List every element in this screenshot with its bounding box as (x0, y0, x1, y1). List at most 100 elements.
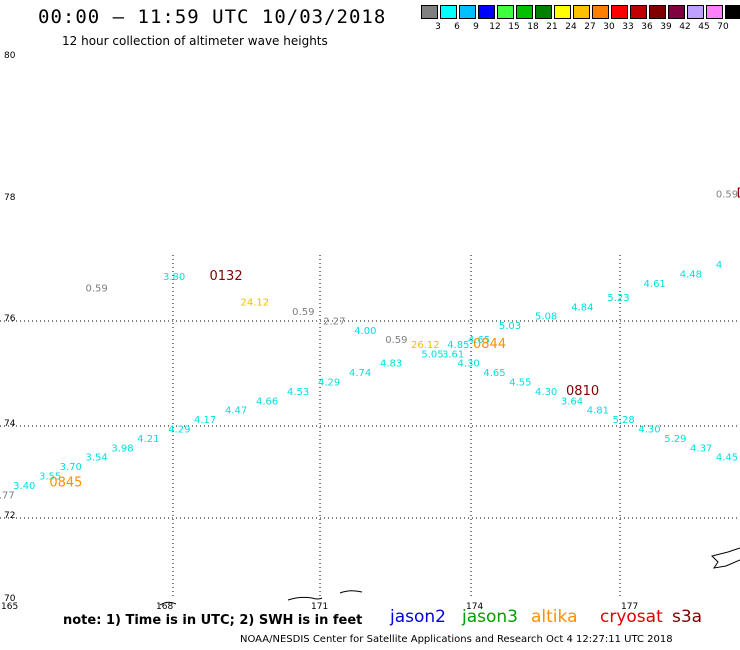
legend-label: 45 (698, 22, 710, 32)
wave-height-label: 4.74 (349, 368, 371, 379)
wave-height-label: 3.80 (163, 272, 185, 283)
satellite-s3a: s3a (672, 607, 703, 627)
legend-label: 15 (508, 22, 520, 32)
wave-height-label: 4.66 (256, 396, 278, 407)
legend-swatch-15 (706, 5, 723, 19)
wave-height-label: 4.65 (483, 368, 505, 379)
wave-height-label: 3.61 (442, 349, 464, 360)
note-text: note: 1) Time is in UTC; 2) SWH is in fe… (63, 613, 363, 628)
wave-height-label: 5.28 (613, 415, 635, 426)
coastline (159, 547, 740, 606)
coastline-segment (711, 547, 740, 569)
lon-tick-label: 168 (156, 602, 173, 612)
footer-credit: NOAA/NESDIS Center for Satellite Applica… (240, 634, 673, 645)
pass-time-label: 0844 (473, 337, 506, 352)
lon-tick-label: 171 (311, 602, 328, 612)
legend-label: 12 (489, 22, 501, 32)
lat-tick-label: 72 (4, 511, 15, 521)
lat-tick-label: 78 (4, 193, 16, 203)
wave-height-label: 5.03 (499, 321, 521, 332)
satellite-jason2: jason2 (390, 607, 446, 627)
pass-time-labels: D1 0132 0844 0810 0845 (49, 187, 740, 491)
legend-swatch-11 (630, 5, 647, 19)
satellite-cryosat: cryosat (600, 607, 663, 627)
page-title: 00:00 – 11:59 UTC 10/03/2018 (38, 6, 387, 28)
legend-label: 9 (473, 22, 479, 32)
legend-label: 24 (565, 22, 577, 32)
wave-height-label: 5.23 (607, 293, 629, 304)
legend-swatch-8 (573, 5, 590, 19)
wave-height-label: 5.05 (421, 349, 443, 360)
wave-height-label: 3.98 (111, 443, 133, 454)
wave-height-label: 4.21 (137, 434, 159, 445)
wave-height-label: 4.30 (458, 359, 480, 370)
lat-tick-label: 74 (4, 419, 16, 429)
wave-height-label: 4.85 (447, 340, 469, 351)
legend-label: 36 (641, 22, 653, 32)
pass-time-label: 0132 (210, 269, 243, 284)
wave-height-label: 4.17 (194, 415, 216, 426)
pass-time-label: D1 (737, 187, 740, 202)
coastline-segment (287, 596, 323, 601)
legend-swatch-16 (725, 5, 740, 19)
wave-height-label: 0.59 (292, 307, 314, 318)
wave-height-label: 4 (716, 260, 722, 271)
legend-label: 42 (679, 22, 691, 32)
pass-time-label: 0810 (566, 384, 599, 399)
wave-height-label: 3.40 (13, 481, 35, 492)
legend-swatch-12 (649, 5, 666, 19)
pass-time-label: 0845 (49, 476, 82, 491)
wave-height-label: 0.59 (716, 190, 738, 201)
coastline-segment (159, 601, 177, 606)
wave-height-label: 3.54 (86, 453, 108, 464)
wave-height-label: 2.77 (0, 490, 15, 501)
wave-height-label: 3.64 (561, 396, 583, 407)
lon-tick-label: 174 (466, 602, 483, 612)
wave-height-label: 0.59 (86, 284, 108, 295)
lon-tick-label: 165 (1, 602, 18, 612)
wave-height-label: 4.30 (535, 387, 557, 398)
legend-swatch-5 (516, 5, 533, 19)
lat-lon-grid (0, 255, 740, 597)
legend-label: 21 (546, 22, 558, 32)
wave-labels: 0.59 3.80 0.59 24.12 0.59 2.27 4.00 0.59 26.12 4.… (0, 190, 738, 502)
legend-label: 70 (717, 22, 729, 32)
legend-swatch-6 (535, 5, 552, 19)
wave-height-label: 26.12 (411, 340, 440, 351)
wave-height-label: 4.47 (225, 406, 247, 417)
wave-height-label: 0.59 (385, 335, 407, 346)
legend-swatch-10 (611, 5, 628, 19)
wave-height-label: 4.84 (571, 302, 593, 313)
legend-swatch-1 (440, 5, 457, 19)
lat-tick-label: 76 (4, 314, 16, 324)
legend-label: 3 (435, 22, 441, 32)
wave-height-label: 4.61 (644, 279, 666, 290)
legend-label: 33 (622, 22, 634, 32)
page-subtitle: 12 hour collection of altimeter wave hei… (62, 34, 328, 48)
legend-swatch-3 (478, 5, 495, 19)
wave-height-label: 4.48 (680, 269, 702, 280)
wave-height-label: 3.70 (60, 462, 82, 473)
legend-swatch-2 (459, 5, 476, 19)
wave-height-label: 2.27 (323, 316, 345, 327)
legend-swatch-0 (421, 5, 438, 19)
legend-label: 39 (660, 22, 672, 32)
legend-label: 27 (584, 22, 596, 32)
wave-height-label: 5.08 (535, 312, 557, 323)
wave-height-label: 4.83 (380, 359, 402, 370)
legend-swatch-13 (668, 5, 685, 19)
legend-swatch-9 (592, 5, 609, 19)
wave-height-label: 24.12 (241, 298, 270, 309)
wave-height-label: 4.29 (318, 378, 340, 389)
wave-height-label: 4.30 (638, 425, 660, 436)
wave-height-label: 4.65 (468, 335, 490, 346)
wave-height-label: 5.29 (664, 434, 686, 445)
wave-height-label: 4.37 (690, 443, 712, 454)
wave-height-label: 4.55 (509, 378, 531, 389)
wave-height-label: 4.53 (287, 387, 309, 398)
legend-label: 18 (527, 22, 539, 32)
satellite-altika: altika (531, 607, 578, 627)
